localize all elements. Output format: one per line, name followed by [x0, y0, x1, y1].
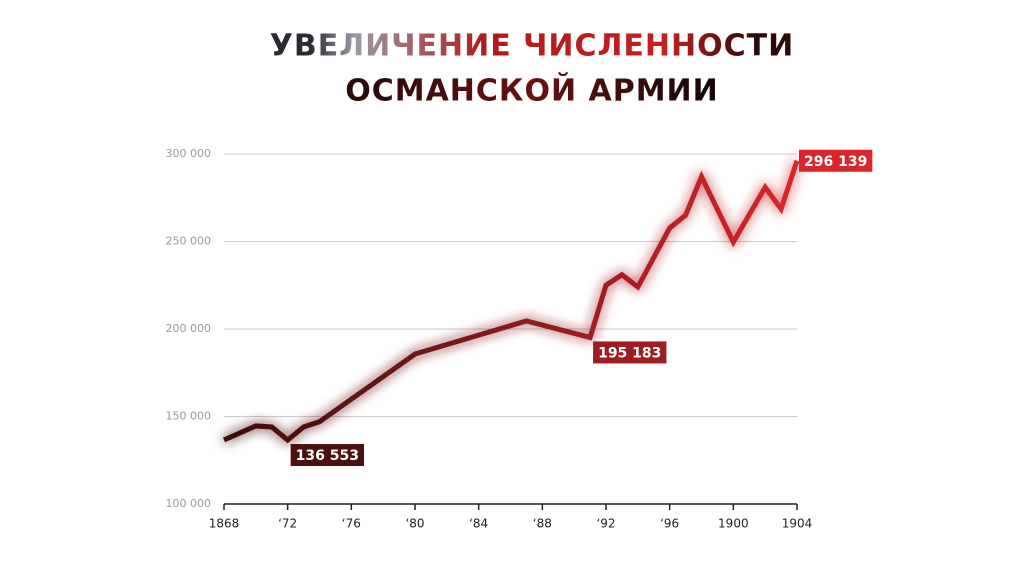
x-tick-label: ‘72 — [278, 517, 297, 531]
x-tick-label: 1904 — [782, 517, 813, 531]
y-tick-label: 100 000 — [166, 497, 212, 510]
y-tick-label: 300 000 — [166, 147, 212, 160]
x-tick-label: 1900 — [718, 517, 749, 531]
data-line — [222, 159, 800, 444]
y-tick-label: 250 000 — [166, 235, 212, 248]
value-label: 195 183 — [598, 345, 661, 361]
x-tick-label: ‘88 — [533, 517, 552, 531]
value-label-box — [593, 341, 667, 364]
value-label: 136 553 — [296, 448, 359, 464]
x-tick-label: 1868 — [209, 517, 240, 531]
x-tick-label: ‘84 — [469, 517, 488, 531]
chart-title: ОСМАНСКОЙ АРМИИ — [345, 73, 719, 109]
value-label-box — [799, 149, 873, 172]
x-tick-label: ‘76 — [342, 517, 361, 531]
y-tick-label: 200 000 — [166, 322, 212, 335]
x-tick-label: ‘80 — [405, 517, 424, 531]
value-label-box — [290, 444, 364, 467]
x-tick-label: ‘96 — [660, 517, 679, 531]
value-label: 296 139 — [804, 154, 867, 170]
y-tick-label: 150 000 — [166, 410, 212, 423]
x-tick-label: ‘92 — [596, 517, 615, 531]
chart-title: УВЕЛИЧЕНИЕ ЧИСЛЕННОСТИ — [270, 29, 795, 64]
